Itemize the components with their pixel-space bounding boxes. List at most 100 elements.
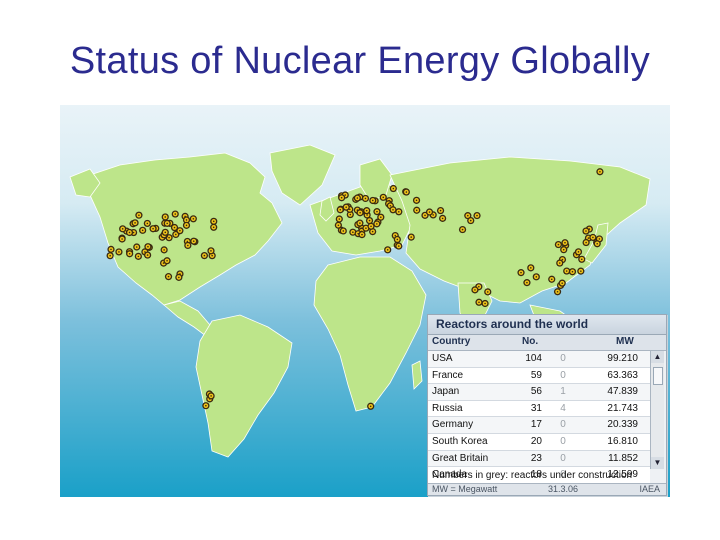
reactor-marker-icon — [163, 257, 171, 265]
reactor-marker-icon — [577, 267, 585, 275]
scroll-up-icon[interactable]: ▲ — [651, 351, 664, 363]
reactor-marker-icon — [391, 231, 399, 240]
reactor-marker-icon — [369, 196, 377, 205]
reactor-marker-icon — [336, 206, 344, 214]
reactor-marker-icon — [131, 219, 139, 227]
header-megawatt: MW — [616, 336, 634, 347]
row-number: 59 — [530, 369, 542, 381]
reactor-marker-icon — [578, 255, 586, 263]
reactor-marker-icon — [473, 211, 481, 220]
reactor-markers — [106, 168, 604, 410]
reactor-marker-icon — [202, 402, 210, 410]
row-country: Germany — [432, 419, 474, 431]
reactor-marker-icon — [556, 259, 564, 267]
great-britain — [319, 196, 335, 222]
reactor-marker-icon — [106, 252, 114, 260]
reactor-marker-icon — [164, 273, 173, 281]
panel-footer: MW = Megawatt 31.3.06 IAEA — [428, 483, 666, 495]
reactor-marker-icon — [119, 225, 127, 233]
table-row: Germany 17 0 20.339 — [428, 417, 650, 434]
reactor-marker-icon — [170, 223, 179, 232]
row-mw: 21.743 — [607, 402, 638, 414]
reactor-marker-icon — [184, 241, 192, 250]
reactor-marker-icon — [139, 226, 147, 234]
south-america — [195, 314, 293, 458]
reactor-marker-icon — [393, 235, 401, 244]
alaska — [69, 168, 101, 198]
table-scrollbar[interactable]: ▲ ▼ — [650, 351, 664, 469]
reactor-marker-icon — [210, 217, 218, 225]
reactor-marker-icon — [436, 206, 445, 215]
reactor-marker-icon — [379, 193, 387, 201]
reactor-marker-icon — [553, 288, 562, 296]
reactor-marker-icon — [134, 252, 142, 260]
asia — [389, 156, 651, 304]
scroll-down-icon[interactable]: ▼ — [651, 457, 664, 469]
reactor-marker-icon — [107, 245, 115, 253]
reactor-marker-icon — [339, 227, 347, 235]
reactor-marker-icon — [353, 194, 361, 202]
reactor-marker-icon — [377, 213, 385, 221]
reactors-panel: Reactors around the world Country No. MW… — [427, 314, 667, 496]
panel-title: Reactors around the world — [428, 315, 666, 335]
reactor-marker-icon — [582, 227, 590, 235]
reactor-marker-icon — [373, 208, 381, 216]
row-number: 23 — [530, 452, 542, 464]
reactor-marker-icon — [144, 243, 152, 251]
africa — [313, 256, 427, 412]
reactor-marker-icon — [182, 221, 191, 229]
reactor-marker-icon — [126, 250, 134, 258]
north-america — [89, 152, 283, 306]
reactor-marker-icon — [358, 230, 366, 239]
reactor-marker-icon — [118, 235, 126, 243]
reactor-marker-icon — [589, 233, 597, 242]
table-row: Russia 31 4 21.743 — [428, 400, 650, 418]
scroll-thumb[interactable] — [653, 367, 663, 385]
reactor-marker-icon — [144, 251, 152, 259]
madagascar — [411, 360, 423, 390]
table-body: USA 104 0 99.210 France 59 0 63.363 Japa… — [428, 351, 650, 484]
row-number: 20 — [530, 435, 542, 447]
reactor-marker-icon — [363, 207, 371, 215]
reactor-marker-icon — [190, 237, 198, 245]
row-mw: 16.810 — [607, 435, 638, 447]
reactor-marker-icon — [407, 233, 415, 241]
table-row: France 59 0 63.363 — [428, 367, 650, 385]
row-number: 31 — [530, 402, 542, 414]
reactor-marker-icon — [143, 219, 151, 228]
row-country: Japan — [432, 386, 460, 398]
reactor-marker-icon — [171, 210, 179, 218]
reactor-marker-icon — [523, 279, 531, 287]
row-under-construction: 0 — [560, 419, 566, 431]
reactor-marker-icon — [561, 239, 569, 247]
reactor-marker-icon — [384, 246, 392, 254]
reactor-marker-icon — [389, 206, 397, 214]
reactor-marker-icon — [338, 194, 346, 202]
row-under-construction: 4 — [560, 402, 566, 414]
reactor-marker-icon — [125, 228, 134, 237]
reactor-marker-icon — [484, 288, 492, 296]
slide-title: Status of Nuclear Energy Globally — [69, 40, 651, 82]
row-mw: 12.599 — [607, 469, 638, 481]
reactor-marker-icon — [560, 246, 568, 254]
reactor-marker-icon — [593, 240, 601, 248]
table-row: USA 104 0 99.210 — [428, 351, 650, 368]
reactor-marker-icon — [149, 225, 157, 233]
reactor-marker-icon — [200, 252, 209, 260]
row-under-construction: 1 — [560, 386, 566, 398]
reactor-marker-icon — [367, 222, 375, 230]
row-mw: 63.363 — [607, 369, 638, 381]
reactor-marker-icon — [467, 216, 475, 225]
reactor-marker-icon — [163, 219, 171, 227]
reactor-marker-icon — [161, 228, 169, 236]
reactor-marker-icon — [210, 223, 218, 231]
reactor-marker-icon — [527, 264, 535, 272]
header-number: No. — [522, 336, 539, 347]
row-under-construction: 0 — [560, 435, 566, 447]
reactor-marker-icon — [558, 279, 566, 287]
reactor-marker-icon — [412, 196, 421, 204]
row-under-construction: 0 — [560, 452, 566, 464]
reactor-marker-icon — [356, 219, 364, 227]
table-header: Country No. MW — [428, 335, 666, 351]
row-mw: 47.839 — [607, 386, 638, 398]
